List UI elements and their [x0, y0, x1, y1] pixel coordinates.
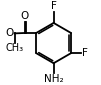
Text: O: O: [20, 11, 29, 21]
Text: F: F: [82, 48, 88, 58]
Text: NH₂: NH₂: [44, 74, 63, 84]
Text: CH₃: CH₃: [6, 43, 24, 53]
Text: O: O: [6, 28, 14, 38]
Text: F: F: [51, 1, 57, 11]
